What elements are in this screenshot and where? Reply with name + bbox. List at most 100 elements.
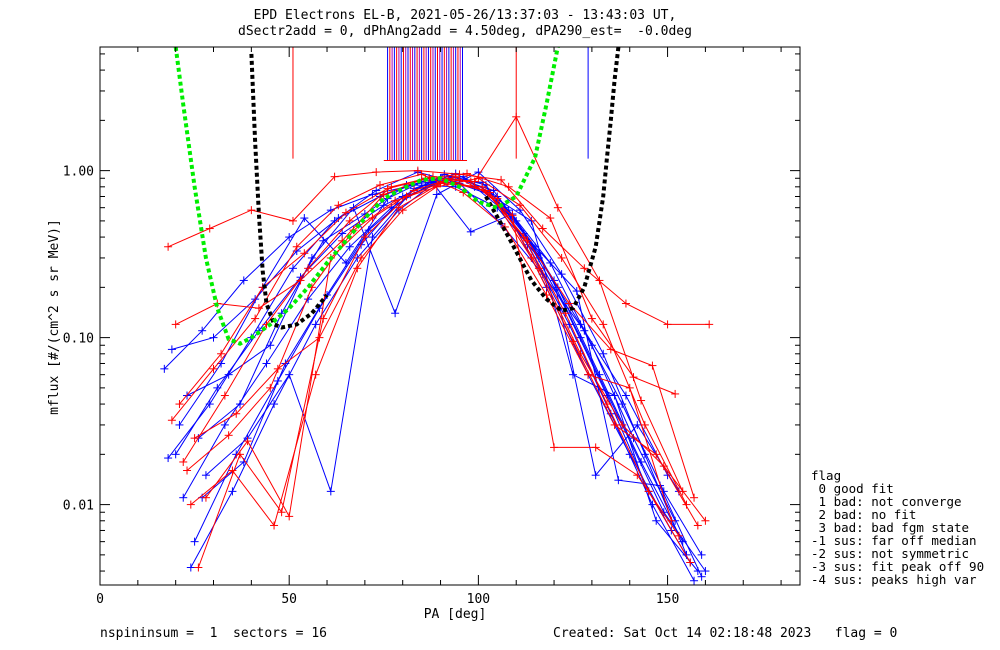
data-point [224, 431, 233, 440]
data-point [599, 349, 608, 358]
legend-title: flag [811, 468, 842, 483]
data-point [220, 420, 229, 429]
data-point [186, 500, 195, 509]
data-point [493, 194, 502, 203]
data-point [160, 364, 169, 373]
data-point [701, 567, 710, 576]
y-tick-label: 0.01 [63, 499, 94, 514]
series-line [205, 176, 706, 522]
data-point [338, 229, 347, 238]
x-tick-label: 50 [281, 592, 297, 607]
data-point [164, 454, 173, 463]
data-point [504, 182, 513, 191]
data-point [432, 190, 441, 199]
data-point [372, 186, 381, 195]
legend-item: -2 sus: not symmetric [811, 546, 970, 561]
data-point [228, 487, 237, 496]
data-point [686, 558, 695, 567]
data-point [648, 500, 657, 509]
data-point [383, 184, 392, 193]
data-point [512, 112, 521, 121]
series-line [201, 176, 703, 577]
data-point [640, 450, 649, 459]
loss-cone-curve [484, 47, 621, 313]
data-point [410, 186, 419, 195]
data-point [690, 493, 699, 502]
loss-cone-curve [249, 53, 329, 330]
x-tick-label: 0 [96, 592, 104, 607]
data-point [376, 181, 384, 190]
legend-item: 0 good fit [811, 481, 894, 496]
data-point [311, 320, 320, 329]
x-tick-label: 150 [656, 592, 679, 607]
data-point [228, 466, 237, 475]
data-point [538, 224, 547, 233]
data-point [648, 361, 657, 370]
data-point [527, 216, 536, 225]
data-point [368, 214, 377, 223]
chart-title: EPD Electrons EL-B, 2021-05-26/13:37:03 … [253, 8, 677, 23]
data-point [523, 236, 532, 245]
data-point [201, 471, 210, 480]
data-point [659, 462, 668, 471]
series-line [182, 181, 684, 542]
flag-legend: flag 0 good fit 1 bad: not converge 2 ba… [811, 469, 984, 586]
data-point [580, 326, 589, 335]
data-point [587, 314, 596, 323]
data-point [534, 264, 543, 273]
data-point [576, 333, 585, 342]
plot-frame [99, 46, 801, 586]
data-point [690, 576, 699, 585]
footer-left-text: nspininsum = 1 sectors = 16 [100, 626, 327, 641]
data-point [557, 270, 566, 279]
legend-item: -4 sus: peaks high var [811, 572, 977, 587]
data-point [164, 242, 173, 251]
data-point [360, 233, 369, 242]
data-point [273, 364, 282, 373]
data-point [205, 400, 214, 409]
data-point [190, 537, 199, 546]
data-point [183, 466, 192, 475]
data-point [508, 211, 517, 220]
data-point [198, 326, 207, 335]
data-point [217, 349, 226, 358]
data-point [270, 521, 279, 530]
data-point [292, 242, 301, 251]
x-axis-label: PA [deg] [424, 607, 487, 622]
data-point [171, 450, 180, 459]
data-point [413, 166, 422, 175]
data-point [697, 550, 706, 559]
data-point [610, 420, 619, 429]
data-point [497, 175, 506, 184]
data-point [568, 370, 577, 379]
data-point [531, 242, 540, 251]
data-point [300, 214, 309, 223]
data-point [671, 389, 680, 398]
data-point [621, 391, 630, 400]
data-point [637, 396, 646, 405]
y-tick-label: 0.10 [63, 332, 94, 347]
data-point [599, 320, 608, 329]
data-point [345, 216, 354, 225]
data-point [576, 349, 585, 358]
data-point [481, 186, 490, 195]
data-point [572, 287, 581, 296]
data-point [466, 227, 475, 236]
data-point [379, 190, 388, 199]
loss-cone-curve [173, 47, 560, 346]
legend-item: 1 bad: not converge [811, 494, 962, 509]
data-point [247, 206, 256, 215]
data-point [618, 400, 627, 409]
data-point [674, 531, 683, 540]
data-point [285, 512, 294, 521]
data-point [368, 233, 377, 242]
data-point [239, 276, 248, 285]
data-point [330, 172, 339, 181]
data-point [277, 508, 286, 517]
data-point [595, 276, 604, 285]
data-point [682, 500, 691, 509]
data-point [262, 359, 271, 368]
data-point [311, 370, 320, 379]
data-point [553, 203, 562, 212]
data-point [205, 224, 214, 233]
